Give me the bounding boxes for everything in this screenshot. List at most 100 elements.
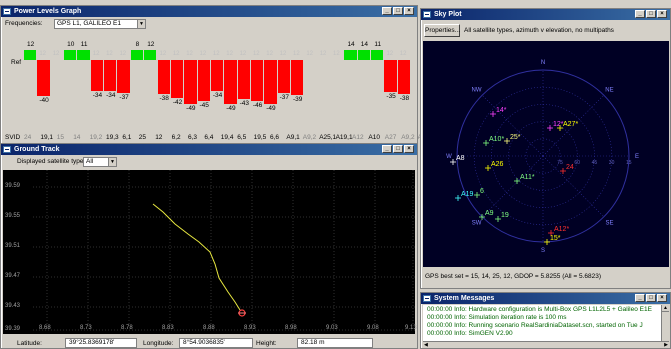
- ground-y-tick: 39.39: [5, 326, 21, 332]
- lower-power-label: -34: [106, 91, 116, 99]
- longitude-field: 8°54.9036835': [179, 338, 253, 348]
- lower-power-bar: [117, 60, 130, 94]
- height-field: 82.18 m: [297, 338, 373, 348]
- compass-label-se: SE: [605, 220, 613, 226]
- close-button[interactable]: ×: [404, 7, 414, 15]
- message-line: 00:00:00 Info: Running scenario RealSard…: [427, 322, 643, 329]
- azimuth-spoke: [542, 94, 605, 157]
- grey-level-label: 12: [333, 51, 340, 57]
- azimuth-spoke: [542, 155, 605, 218]
- satellite-label: 25*: [510, 134, 521, 141]
- sky-plot-area[interactable]: N NE E SE S SW W NW 75 60 45 30 15 14* 12* A27* A10* 25* A…: [423, 41, 669, 267]
- lower-power-bar: [224, 60, 237, 105]
- satellite-label: A8: [456, 155, 465, 162]
- grey-level-label: 12: [92, 51, 100, 57]
- close-button[interactable]: ×: [657, 10, 667, 18]
- grey-level-label: 12: [319, 51, 327, 57]
- satellite-types-select[interactable]: All ▼: [83, 157, 117, 167]
- ground-track-window: Ground Track _ □ × Displayed satellite t…: [0, 143, 418, 349]
- grey-level-label: 12: [212, 51, 220, 57]
- properties-button[interactable]: Properties...: [424, 24, 460, 37]
- svid-label-item: A10: [368, 134, 380, 141]
- upper-power-label: 10: [67, 41, 75, 48]
- chevron-down-icon[interactable]: ▼: [137, 20, 145, 28]
- sky-plot-titlebar[interactable]: Sky Plot _ □ ×: [421, 9, 670, 20]
- system-messages-titlebar[interactable]: System Messages _ □ ×: [421, 293, 670, 304]
- close-button[interactable]: ×: [404, 145, 414, 153]
- satellite-label: A27*: [563, 121, 578, 128]
- lower-power-label: -34: [92, 91, 103, 99]
- vehicle-track-line: [152, 203, 241, 311]
- ground-x-tick: 8.83: [162, 325, 174, 331]
- sky-plot-window: Sky Plot _ □ × Properties... All satelli…: [420, 8, 671, 289]
- grey-level-label: 12: [39, 51, 47, 57]
- maximize-button[interactable]: □: [646, 294, 656, 302]
- lower-power-bar: [264, 60, 277, 105]
- grey-level-label: 12: [52, 51, 60, 57]
- lower-power-bar: [384, 60, 397, 92]
- svid-label-item: 25: [138, 134, 147, 141]
- grey-level-label: 12: [106, 51, 113, 57]
- lower-power-label: -43: [239, 99, 249, 107]
- compass-label-e: E: [635, 154, 639, 160]
- sky-plot-title: Sky Plot: [434, 11, 462, 18]
- minimize-button[interactable]: _: [382, 7, 392, 15]
- maximize-button[interactable]: □: [646, 10, 656, 18]
- minimize-button[interactable]: _: [635, 10, 645, 18]
- system-messages-window: System Messages _ □ × 00:00:00 Info: Har…: [420, 292, 671, 349]
- minimize-button[interactable]: _: [635, 294, 645, 302]
- messages-vertical-scrollbar[interactable]: ▲: [661, 305, 669, 341]
- elevation-label: 60: [574, 160, 580, 166]
- elevation-label: 45: [592, 160, 598, 166]
- power-levels-titlebar[interactable]: Power Levels Graph _ □ ×: [1, 6, 417, 17]
- ground-y-tick: 39.47: [5, 273, 21, 279]
- messages-list[interactable]: 00:00:00 Info: Hardware configuration is…: [423, 305, 661, 341]
- svid-label-item: A12: [352, 134, 364, 141]
- ground-x-tick: 8.68: [39, 325, 51, 331]
- elevation-label: 75: [557, 160, 563, 166]
- svid-label-item: 6,4: [204, 134, 214, 141]
- grey-level-label: 12: [226, 51, 233, 57]
- latitude-field: 39°25.8369178': [65, 338, 137, 348]
- scroll-up-icon[interactable]: ▲: [662, 305, 669, 312]
- lower-power-label: -45: [199, 101, 209, 109]
- lower-power-bar: [210, 60, 224, 91]
- maximize-button[interactable]: □: [393, 145, 403, 153]
- svid-label-item: 6,3: [188, 134, 198, 141]
- svid-label-item: 6,5: [237, 134, 247, 141]
- satellite-label: 15*: [550, 235, 561, 242]
- elevation-label: 15: [626, 160, 632, 166]
- grey-level-label: 12: [186, 51, 193, 57]
- grey-level-label: 12: [239, 51, 247, 57]
- maximize-button[interactable]: □: [393, 7, 403, 15]
- ground-y-tick: 39.55: [5, 213, 21, 219]
- ground-track-plot[interactable]: 39.59 39.55 39.51 39.47 39.43 39.39 8.68 8.73 8…: [3, 170, 417, 334]
- lower-power-label: -46: [252, 102, 263, 110]
- close-button[interactable]: ×: [657, 294, 667, 302]
- satellite-label: A9: [485, 210, 494, 217]
- lower-power-bar: [397, 60, 411, 95]
- messages-horizontal-scrollbar[interactable]: ◀ ▶: [423, 341, 669, 348]
- frequencies-select[interactable]: GPS L1, GALILEO E1 ▼: [54, 19, 146, 29]
- scroll-left-icon[interactable]: ◀: [424, 342, 428, 348]
- compass-label-ne: NE: [605, 88, 613, 94]
- window-app-icon: [3, 8, 11, 15]
- scroll-right-icon[interactable]: ▶: [664, 342, 668, 348]
- elevation-ring: [508, 121, 578, 191]
- grey-level-label: 12: [279, 51, 287, 57]
- satellite-label: 12*: [553, 121, 564, 128]
- minimize-button[interactable]: _: [382, 145, 392, 153]
- svid-label-item: 19,2: [89, 134, 103, 141]
- chevron-down-icon[interactable]: ▼: [108, 158, 116, 166]
- ground-track-titlebar[interactable]: Ground Track _ □ ×: [1, 144, 417, 155]
- window-app-icon: [423, 295, 431, 302]
- lower-power-bar: [170, 60, 184, 98]
- upper-power-label: 11: [80, 41, 88, 48]
- lower-power-bar: [104, 60, 117, 91]
- message-line: 00:00:00 Info: Simulation iteration rate…: [427, 314, 567, 321]
- svid-label-item: 24: [24, 134, 32, 141]
- svid-label-item: A19,1: [335, 134, 353, 141]
- svid-label-item: A25,1: [319, 134, 337, 141]
- height-label: Height:: [256, 340, 277, 347]
- lower-power-bar: [237, 60, 250, 99]
